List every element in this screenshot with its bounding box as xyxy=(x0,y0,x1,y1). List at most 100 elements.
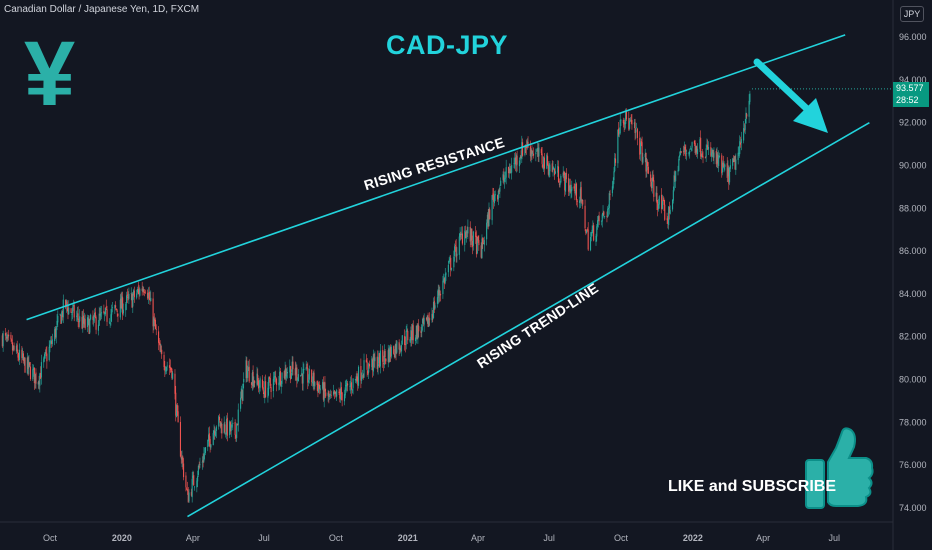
candle-body xyxy=(221,423,223,434)
candle-body xyxy=(186,489,189,491)
candle-body xyxy=(372,359,374,371)
candle-body xyxy=(61,311,64,318)
candle-body xyxy=(639,138,641,155)
candle-body xyxy=(28,361,30,368)
candle-body xyxy=(663,200,665,205)
candle-body xyxy=(668,206,670,226)
candle-body xyxy=(4,333,7,336)
candle-body xyxy=(368,364,371,367)
candle-body xyxy=(733,156,735,162)
candle-body xyxy=(246,360,248,379)
candle-body xyxy=(593,225,595,241)
candle-body xyxy=(72,307,74,313)
y-tick-label: 76.000 xyxy=(899,460,927,470)
candle-body xyxy=(442,280,444,295)
resistance-line[interactable] xyxy=(26,34,846,321)
candle-body xyxy=(581,199,583,202)
candle-body xyxy=(186,488,188,490)
candle-body xyxy=(165,370,167,372)
trend-line[interactable] xyxy=(187,121,870,518)
candle-body xyxy=(707,146,710,150)
candle-body xyxy=(237,409,239,426)
candle-body xyxy=(38,381,40,385)
candle-body xyxy=(291,361,293,372)
candle-body xyxy=(406,330,408,332)
candle-body xyxy=(642,156,644,163)
candle-body xyxy=(564,175,566,191)
candle-body xyxy=(215,426,217,431)
candle-body xyxy=(258,386,260,388)
trendlines-layer xyxy=(26,34,893,518)
candle-body xyxy=(92,316,94,321)
time-axis[interactable]: Oct 2020 Apr Jul Oct 2021 Apr Jul Oct 2022 Apr Jul xyxy=(43,533,840,543)
candle-body xyxy=(158,331,160,343)
candle-body xyxy=(739,141,741,155)
candle-body xyxy=(625,110,628,120)
candle-body xyxy=(415,337,417,341)
candle-body xyxy=(39,373,41,386)
y-tick-label: 74.000 xyxy=(899,503,927,513)
candle-body xyxy=(641,142,643,162)
candle-body xyxy=(696,148,699,155)
candle-body xyxy=(628,118,630,130)
candle-body xyxy=(543,157,546,169)
candle-body xyxy=(78,321,80,323)
candle-body xyxy=(722,162,724,167)
candle-body xyxy=(743,129,745,131)
x-tick-label: Oct xyxy=(43,533,58,543)
candle-body xyxy=(254,380,256,384)
candle-body xyxy=(460,233,462,235)
candle-body xyxy=(507,166,510,174)
candle-body xyxy=(6,336,8,339)
candle-body xyxy=(438,290,440,296)
candle-body xyxy=(702,156,704,158)
candle-body xyxy=(319,388,321,391)
candle-body xyxy=(608,193,610,209)
like-subscribe-text: LIKE and SUBSCRIBE xyxy=(668,478,837,495)
candle-body xyxy=(418,325,420,332)
candle-body xyxy=(602,212,604,216)
candle-body xyxy=(29,366,32,380)
candle-body xyxy=(661,201,663,209)
candle-body xyxy=(300,373,303,375)
x-tick-label: 2020 xyxy=(112,533,132,543)
candle-body xyxy=(405,330,407,345)
x-tick-label: 2021 xyxy=(398,533,418,543)
candle-body xyxy=(322,382,324,389)
price-axis[interactable]: 74.000 76.000 78.000 80.000 82.000 84.000 86.0… xyxy=(899,32,927,513)
candle-body xyxy=(743,128,745,141)
candle-body xyxy=(700,154,703,158)
candle-body xyxy=(258,380,260,389)
currency-button[interactable]: JPY xyxy=(900,6,924,22)
candle-body xyxy=(729,167,731,183)
candle-body xyxy=(571,186,573,191)
candle-body xyxy=(356,376,358,381)
candle-body xyxy=(646,162,648,171)
candle-body xyxy=(382,350,384,362)
candle-body xyxy=(32,369,34,380)
candle-body xyxy=(43,354,46,359)
candle-body xyxy=(547,156,549,165)
candle-body xyxy=(15,345,17,352)
y-tick-label: 94.000 xyxy=(899,75,927,85)
candle-body xyxy=(540,148,542,154)
candle-body xyxy=(48,346,50,361)
candle-body xyxy=(51,341,53,344)
candle-body xyxy=(570,189,572,192)
candle-body xyxy=(256,373,258,385)
symbol-header[interactable]: Canadian Dollar / Japanese Yen, 1D, FXCM xyxy=(4,4,200,15)
candle-body xyxy=(620,119,622,121)
candle-body xyxy=(329,394,331,395)
candle-body xyxy=(634,122,636,133)
candle-body xyxy=(597,220,599,227)
candle-body xyxy=(564,172,567,192)
candle-body xyxy=(81,317,83,329)
candle-body xyxy=(12,345,14,350)
candle-body xyxy=(589,237,592,251)
candle-body xyxy=(682,151,685,153)
candle-body xyxy=(169,366,171,369)
candle-body xyxy=(726,163,728,178)
candle-body xyxy=(268,377,270,390)
candle-body xyxy=(29,362,31,365)
